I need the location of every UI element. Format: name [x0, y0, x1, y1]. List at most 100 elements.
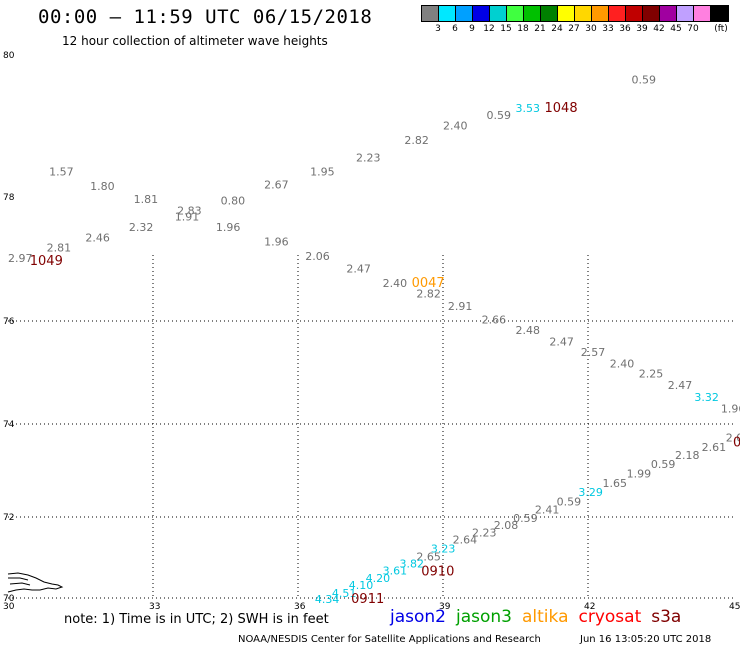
color-swatch [558, 6, 575, 21]
lon-tick-label: 42 [584, 602, 595, 612]
wave-height-value: 2.40 [443, 120, 468, 133]
color-scale-label: 21 [534, 24, 546, 34]
color-swatch [456, 6, 473, 21]
satellite-name: altika [522, 607, 569, 627]
wave-height-value: 1.80 [90, 180, 115, 193]
color-scale-label: 39 [636, 24, 648, 34]
color-scale-label: 33 [602, 24, 614, 34]
wave-height-value: 2.65 [416, 550, 441, 563]
color-swatch [592, 6, 609, 21]
wave-height-value: 2.82 [416, 287, 441, 300]
color-scale-label: 24 [551, 24, 563, 34]
satellite-name: jason2 [390, 607, 446, 627]
color-swatch [609, 6, 626, 21]
pass-time-label: 0911 [351, 592, 384, 607]
wave-height-value: 2.41 [535, 503, 560, 516]
color-scale-label: 36 [619, 24, 631, 34]
wave-height-value: 1.81 [134, 193, 159, 206]
wave-height-value: 0.59 [557, 495, 582, 508]
units-note: note: 1) Time is in UTC; 2) SWH is in fe… [64, 612, 329, 627]
wave-height-value: 4.34 [315, 593, 340, 606]
color-swatch [626, 6, 643, 21]
satellite-name: jason3 [456, 607, 512, 627]
color-scale-label: 6 [452, 24, 458, 34]
color-scale-label: 12 [483, 24, 495, 34]
pass-time-label: 1049 [30, 254, 63, 269]
color-scale-labels: 3 6 9 12 15 18 21 24 27 30 33 36 39 42 45 70 (ft) [421, 22, 729, 36]
lat-lon-grid [8, 255, 733, 599]
page-title: 00:00 – 11:59 UTC 06/15/2018 [38, 6, 373, 28]
wave-height-value: 2.81 [47, 242, 72, 255]
wave-height-value: 2.18 [675, 449, 700, 462]
color-scale-label: 18 [517, 24, 529, 34]
lat-tick-label: 70 [3, 594, 15, 604]
wave-height-value: 4.10 [349, 579, 374, 592]
color-swatch [643, 6, 660, 21]
wave-height-value: 2.25 [639, 368, 664, 381]
lon-tick-label: 30 [3, 602, 15, 612]
lat-tick-label: 78 [3, 193, 15, 203]
wave-height-value: 0.59 [651, 458, 676, 471]
pass-time-label: 0047 [412, 276, 445, 291]
wave-height-color-legend: 3 6 9 12 15 18 21 24 27 30 33 36 39 42 45 70 (ft) [421, 5, 729, 36]
color-swatch [711, 6, 728, 21]
color-swatch [507, 6, 524, 21]
color-scale-label: 27 [568, 24, 580, 34]
wave-height-value: 1.96 [216, 221, 241, 234]
credit-text: NOAA/NESDIS Center for Satellite Applica… [238, 634, 541, 645]
wave-height-value: 2.47 [346, 263, 371, 276]
color-swatch [694, 6, 711, 21]
wave-height-value: 1.91 [175, 211, 200, 224]
wave-height-value: 2.40 [383, 277, 408, 290]
coastline [7, 572, 64, 593]
axis-labels: 30 33 36 39 42 45 80 78 76 74 72 70 [3, 51, 740, 612]
wave-height-value: 2.64 [453, 533, 478, 546]
wave-height-value: 2.40 [610, 357, 635, 370]
lon-tick-label: 36 [294, 602, 306, 612]
wave-height-value: 1.96 [264, 235, 289, 248]
wave-height-value: 0.59 [513, 512, 538, 525]
color-scale-label: 42 [653, 24, 665, 34]
wave-height-value: 2.83 [177, 204, 202, 217]
wave-height-value: 1.95 [310, 166, 335, 179]
wave-height-value: 2.08 [494, 519, 519, 532]
wave-height-value: 4.20 [366, 572, 391, 585]
wave-height-value: 2.06 [305, 250, 330, 263]
wave-height-value: 2.61 [702, 441, 727, 454]
wave-height-value: 0.59 [487, 109, 512, 122]
time-stamp-labels: 1048 1049 0047 0910 0911 09 [30, 101, 740, 607]
color-swatch [422, 6, 439, 21]
lat-tick-label: 72 [3, 513, 14, 523]
wave-height-value: 2.57 [581, 346, 606, 359]
page-subtitle: 12 hour collection of altimeter wave hei… [62, 34, 328, 48]
pass-time-label: 1048 [545, 101, 578, 116]
generated-timestamp: Jun 16 13:05:20 UTC 2018 [580, 634, 712, 645]
color-scale-label: 70 [687, 24, 699, 34]
color-swatch [473, 6, 490, 21]
wave-height-value: 1.99 [627, 467, 652, 480]
wave-height-value: 1.65 [603, 477, 628, 490]
pass-time-label: 09 [733, 435, 740, 450]
lat-tick-label: 74 [3, 420, 15, 430]
wave-height-value: 2.48 [516, 324, 541, 337]
color-swatch [524, 6, 541, 21]
color-scale-label: 30 [585, 24, 597, 34]
measurement-labels: 0.59 0.59 3.53 2.40 2.82 2.23 1.95 2.67 0.80 2.83… [8, 73, 740, 605]
lat-tick-label: 80 [3, 51, 15, 61]
wave-height-value: 1.96 [721, 403, 740, 416]
satellite-legend: jason2 jason3 altika cryosat s3a [390, 607, 691, 627]
wave-height-value: 2.66 [482, 314, 507, 327]
coastline-fragment [7, 572, 64, 593]
lon-tick-label: 39 [439, 602, 451, 612]
wave-height-value: 3.32 [694, 391, 719, 404]
color-scale-label: 3 [435, 24, 441, 34]
wave-height-value: 2.07 [726, 432, 740, 445]
pass-time-label: 0910 [421, 565, 454, 580]
color-scale-unit: (ft) [714, 24, 728, 34]
color-swatch [439, 6, 456, 21]
wave-height-value: 3.23 [431, 543, 456, 556]
wave-height-value: 2.97 [8, 252, 33, 265]
color-scale-label: 15 [500, 24, 512, 34]
